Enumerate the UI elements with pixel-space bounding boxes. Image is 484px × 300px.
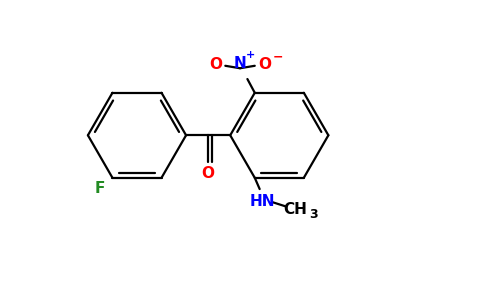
Text: −: − — [272, 50, 283, 64]
Text: O: O — [258, 57, 271, 72]
Text: F: F — [95, 181, 106, 196]
Text: O: O — [202, 166, 214, 181]
Text: N: N — [234, 56, 246, 71]
Text: +: + — [246, 50, 256, 59]
Text: CH: CH — [283, 202, 307, 217]
Text: 3: 3 — [309, 208, 318, 220]
Text: HN: HN — [249, 194, 275, 209]
Text: O: O — [209, 57, 222, 72]
